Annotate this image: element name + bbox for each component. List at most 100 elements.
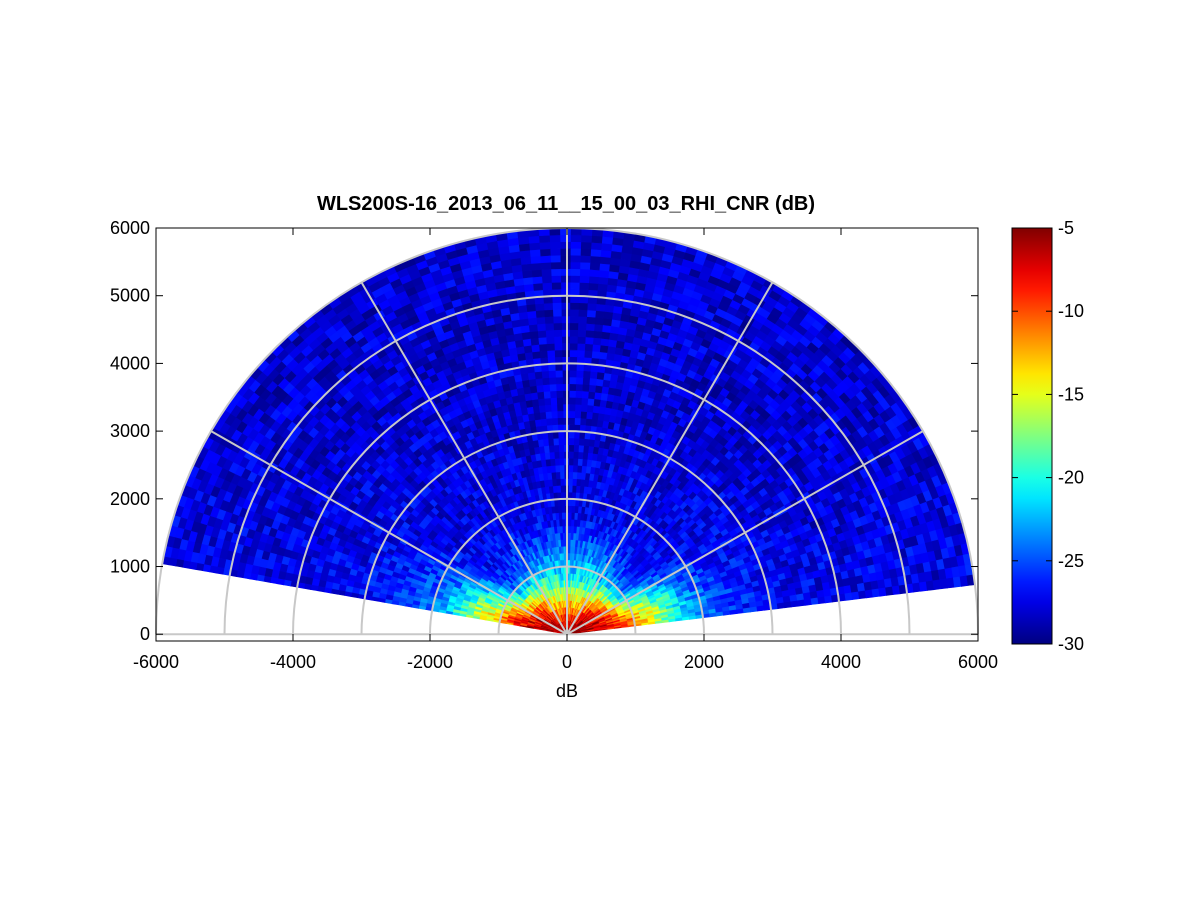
cnr-cell: [568, 553, 570, 560]
cnr-cell: [584, 350, 592, 357]
cnr-cell: [586, 323, 595, 330]
cnr-cell: [587, 303, 596, 310]
cnr-cell: [546, 418, 552, 425]
cnr-cell: [528, 318, 537, 326]
cnr-cell: [554, 343, 562, 350]
cnr-cell: [568, 479, 572, 486]
cnr-cell: [570, 248, 580, 255]
cnr-cell: [560, 248, 570, 255]
cnr-cell: [550, 242, 561, 249]
cnr-cell: [569, 458, 574, 465]
cnr-cell: [593, 406, 600, 414]
cnr-cell: [552, 303, 561, 310]
cnr-cell: [586, 317, 595, 324]
cnr-cell: [599, 352, 607, 360]
cnr-cell: [595, 385, 602, 393]
cnr-cell: [541, 269, 551, 276]
cnr-cell: [568, 472, 572, 479]
cnr-cell: [551, 404, 557, 411]
cnr-cell: [547, 343, 555, 350]
cnr-cell: [560, 479, 564, 486]
cnr-cell: [577, 337, 585, 344]
cnr-cell: [575, 404, 581, 411]
cnr-cell: [570, 309, 579, 316]
cnr-cell: [534, 371, 542, 379]
cnr-cell: [585, 337, 593, 344]
cnr-cell: [579, 438, 585, 445]
cnr-cell: [590, 256, 600, 263]
cnr-cell: [569, 418, 575, 425]
cnr-cell: [560, 235, 571, 242]
cnr-cell: [540, 249, 551, 256]
cnr-cell: [601, 332, 610, 340]
cnr-cell: [554, 336, 562, 343]
cnr-cell: [562, 350, 570, 357]
cnr-cell: [553, 316, 562, 323]
cnr-cell: [572, 485, 576, 492]
cnr-cell: [593, 338, 601, 346]
cnr-cell: [562, 343, 570, 350]
cnr-cell: [586, 418, 592, 425]
cnr-cell: [554, 445, 559, 452]
cnr-cell: [562, 323, 570, 330]
cnr-cell: [583, 371, 590, 378]
cnr-cell: [587, 398, 594, 405]
cnr-cell: [540, 255, 550, 262]
cnr-cell: [536, 385, 543, 392]
cnr-cell: [583, 377, 590, 384]
cnr-cell: [574, 438, 579, 445]
cnr-cell: [529, 243, 540, 251]
cnr-cell: [547, 350, 555, 357]
cnr-cell: [531, 263, 541, 271]
cnr-cell: [561, 275, 571, 282]
cnr-cell: [574, 445, 579, 452]
cnr-cell: [545, 323, 554, 330]
cnr-cell: [551, 262, 561, 269]
cnr-cell: [593, 399, 600, 407]
cnr-cell: [581, 398, 588, 405]
cnr-cell: [591, 419, 598, 426]
cnr-cell: [570, 262, 580, 269]
cnr-cell: [589, 276, 599, 283]
cnr-cell: [595, 317, 604, 325]
cnr-cell: [530, 256, 541, 264]
cnr-cell: [603, 318, 612, 326]
cnr-cell: [570, 336, 578, 343]
cnr-cell: [556, 384, 563, 391]
cnr-cell: [589, 385, 596, 392]
cnr-cell: [570, 350, 578, 357]
cnr-cell: [537, 324, 546, 332]
cnr-cell: [570, 316, 579, 323]
chart-title: WLS200S-16_2013_06_11__15_00_03_RHI_CNR …: [317, 193, 815, 215]
cnr-cell: [602, 236, 613, 244]
cnr-cell: [600, 257, 611, 265]
cnr-cell: [553, 323, 561, 330]
cnr-cell: [552, 418, 558, 425]
cnr-cell: [600, 393, 607, 401]
cnr-cell: [545, 411, 551, 418]
cnr-cell: [569, 445, 574, 452]
cnr-cell: [532, 351, 540, 359]
cnr-cell: [553, 309, 562, 316]
cnr-cell: [545, 316, 554, 323]
cnr-cell: [524, 284, 534, 292]
cnr-cell: [539, 242, 550, 249]
cnr-cell: [585, 344, 593, 351]
cnr-cell: [590, 371, 598, 378]
cnr-cell: [529, 379, 537, 387]
cnr-cell: [591, 236, 602, 244]
cnr-cell: [587, 310, 596, 317]
cnr-cell: [548, 438, 554, 445]
cnr-cell: [537, 392, 544, 399]
cnr-cell: [562, 330, 570, 337]
cnr-cell: [532, 276, 542, 284]
cnr-cell: [569, 384, 576, 391]
cnr-cell: [544, 310, 553, 317]
cnr-cell: [575, 411, 581, 418]
cnr-cell: [579, 282, 589, 289]
cnr-cell: [560, 255, 570, 262]
cnr-cell: [546, 330, 554, 337]
cnr-cell: [592, 344, 600, 352]
cnr-cell: [538, 337, 546, 344]
